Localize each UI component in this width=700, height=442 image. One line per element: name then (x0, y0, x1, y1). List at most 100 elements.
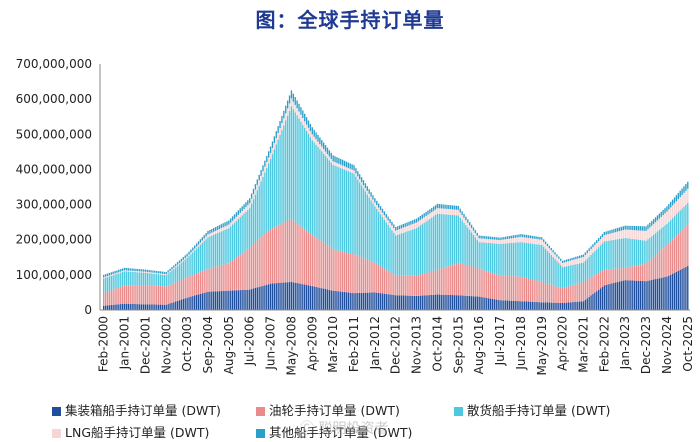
bar-segment-s4 (518, 234, 520, 238)
bar-segment-s0 (237, 290, 240, 310)
bar-segment-s1 (552, 285, 554, 303)
bar-segment-s2 (129, 271, 131, 286)
bar-segment-s1 (319, 240, 321, 288)
bar-segment-s2 (624, 237, 626, 268)
bar-segment-s2 (546, 251, 549, 284)
bar-segment-s2 (643, 240, 645, 264)
bar-segment-s3 (582, 256, 585, 263)
bar-segment-s4 (527, 235, 530, 238)
bar-segment-s0 (175, 301, 177, 310)
bar-segment-s1 (469, 265, 471, 297)
bar-segment-s0 (396, 295, 399, 310)
bar-segment-s0 (542, 302, 545, 310)
bar-segment-s1 (121, 286, 124, 304)
bar-segment-s2 (125, 271, 128, 286)
bar-segment-s2 (163, 274, 166, 287)
bar-segment-s2 (535, 244, 537, 281)
bar-segment-s0 (431, 294, 433, 310)
bar-segment-s1 (596, 274, 598, 292)
bar-segment-s3 (524, 237, 526, 243)
bar-segment-s0 (163, 304, 166, 310)
bar-segment-s2 (537, 244, 539, 281)
bar-segment-s2 (192, 252, 194, 276)
bar-segment-s2 (231, 224, 234, 261)
bar-segment-s1 (649, 260, 651, 281)
bar-segment-s4 (590, 246, 592, 250)
bar-segment-s4 (660, 211, 662, 217)
bar-segment-s4 (497, 237, 499, 240)
bar-segment-s2 (313, 142, 315, 237)
x-tick-label: Nov-2002 (159, 316, 173, 374)
bar-segment-s2 (584, 260, 587, 281)
bar-segment-s3 (634, 230, 636, 240)
bar-segment-s1 (635, 265, 638, 281)
bar-segment-s3 (599, 239, 602, 246)
bar-segment-s0 (129, 303, 131, 310)
bar-segment-s3 (133, 270, 135, 272)
bar-segment-s3 (594, 245, 596, 252)
bar-segment-s4 (103, 274, 105, 278)
bar-segment-s1 (190, 275, 192, 297)
bar-segment-s2 (683, 206, 685, 228)
bar-segment-s1 (582, 281, 585, 302)
bar-segment-s4 (419, 215, 422, 220)
bar-segment-s4 (652, 219, 655, 224)
bar-segment-s2 (579, 263, 581, 284)
bar-segment-s2 (148, 273, 150, 286)
bar-segment-s2 (110, 275, 112, 291)
bar-segment-s2 (285, 120, 287, 222)
bar-segment-s3 (647, 229, 649, 240)
bar-segment-s0 (121, 303, 124, 310)
bar-segment-s4 (550, 247, 552, 251)
bar-segment-s3 (626, 229, 628, 239)
bar-segment-s1 (537, 280, 539, 303)
bar-segment-s2 (400, 233, 403, 276)
bar-segment-s2 (438, 213, 441, 270)
bar-segment-s0 (150, 304, 152, 310)
bar-segment-s4 (192, 247, 194, 251)
bar-segment-s1 (338, 250, 340, 292)
bar-segment-s2 (607, 240, 609, 270)
bar-segment-s2 (104, 277, 107, 293)
bar-segment-s4 (584, 252, 587, 255)
bar-segment-s4 (357, 171, 359, 177)
bar-segment-s0 (230, 290, 232, 310)
bar-segment-s4 (487, 236, 490, 240)
bar-segment-s4 (209, 229, 211, 234)
bar-segment-s2 (429, 218, 431, 272)
bar-segment-s4 (237, 210, 240, 215)
bar-segment-s0 (281, 282, 283, 310)
bar-segment-s1 (298, 224, 300, 284)
bar-segment-s3 (332, 161, 334, 165)
bar-segment-s4 (673, 197, 676, 204)
bar-segment-s1 (518, 276, 520, 302)
bar-segment-s4 (639, 226, 642, 231)
bar-segment-s1 (539, 281, 541, 303)
bar-segment-s0 (180, 299, 183, 310)
bar-segment-s1 (140, 285, 143, 305)
bar-segment-s2 (154, 273, 156, 286)
bar-segment-s2 (381, 216, 384, 268)
bar-segment-s0 (497, 299, 499, 310)
bar-segment-s3 (451, 209, 454, 215)
bar-segment-s1 (315, 237, 317, 287)
bar-segment-s1 (632, 266, 634, 281)
bar-segment-s2 (283, 125, 285, 223)
bar-segment-s0 (440, 294, 442, 310)
bar-segment-s1 (565, 287, 568, 303)
bar-segment-s1 (431, 271, 433, 295)
bar-segment-s0 (224, 290, 226, 310)
bar-segment-s1 (613, 268, 615, 284)
bar-segment-s2 (448, 214, 450, 267)
bar-segment-s0 (508, 300, 511, 310)
bar-segment-s1 (510, 276, 513, 301)
bar-segment-s0 (550, 302, 552, 310)
bar-segment-s3 (434, 209, 437, 216)
bar-segment-s1 (571, 285, 573, 303)
bar-segment-s4 (338, 158, 340, 164)
bar-segment-s1 (334, 249, 336, 291)
bar-segment-s1 (406, 275, 408, 296)
bar-segment-s4 (501, 237, 503, 240)
bar-segment-s0 (377, 292, 380, 310)
bar-segment-s1 (522, 277, 524, 302)
